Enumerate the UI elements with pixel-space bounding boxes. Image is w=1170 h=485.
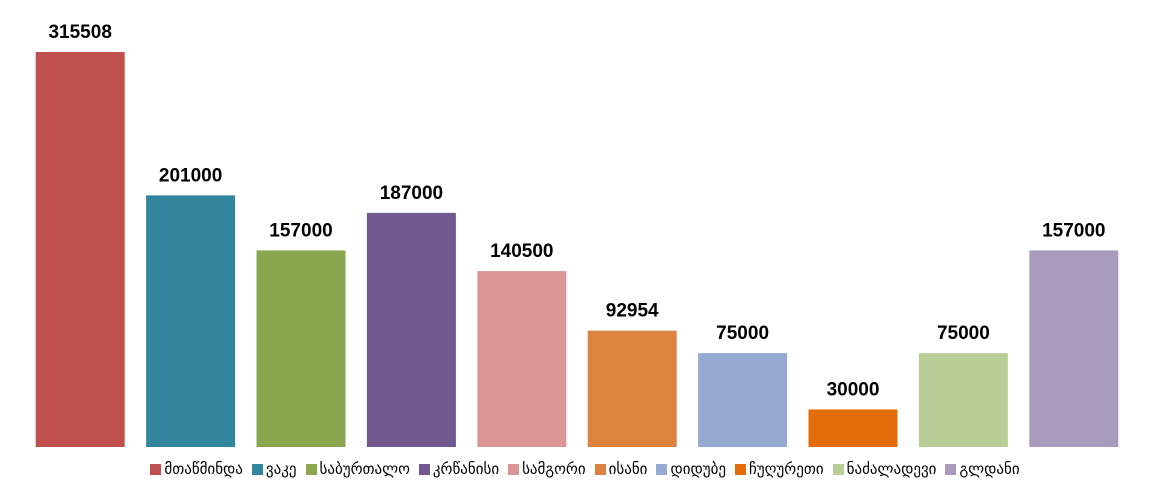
bar	[366, 212, 456, 447]
legend-item: კრწანისი	[418, 460, 500, 478]
legend-swatch	[734, 463, 746, 475]
legend-label: ვაკე	[265, 460, 297, 478]
bar	[698, 353, 788, 447]
legend-label: საბურთალო	[319, 460, 410, 478]
legend-swatch	[832, 463, 844, 475]
value-label: 157000	[1042, 220, 1105, 241]
bar	[808, 409, 898, 447]
legend-label: კრწანისი	[432, 460, 500, 478]
bar	[1029, 250, 1119, 447]
value-label: 30000	[827, 379, 880, 400]
legend-swatch	[251, 463, 263, 475]
legend-swatch	[305, 463, 317, 475]
legend-item: ჩუღურეთი	[734, 460, 824, 478]
value-label: 187000	[380, 183, 443, 204]
legend-item: გლდანი	[945, 460, 1020, 478]
legend-swatch	[656, 463, 668, 475]
legend-item: დიდუბე	[656, 460, 726, 478]
legend-label: მთაწმინდა	[164, 460, 243, 478]
legend-item: სამგორი	[508, 460, 586, 478]
legend-swatch	[945, 463, 957, 475]
legend: მთაწმინდა ვაკე საბურთალო კრწანისი სამგორი ისა…	[0, 460, 1170, 478]
bar	[587, 330, 677, 447]
legend-label: ნაძალადევი	[846, 460, 937, 478]
legend-item: მთაწმინდა	[150, 460, 243, 478]
value-label: 75000	[937, 323, 990, 344]
value-label: 75000	[716, 323, 769, 344]
legend-item: საბურთალო	[305, 460, 410, 478]
legend-label: გლდანი	[959, 460, 1020, 478]
value-label: 140500	[490, 241, 553, 262]
chart: 315508 201000 157000 187000 140500 92954 75000…	[35, 22, 1119, 447]
legend-item: ისანი	[594, 460, 648, 478]
value-label: 157000	[269, 220, 332, 241]
bar	[256, 250, 346, 447]
value-label: 315508	[48, 22, 111, 43]
bar	[35, 52, 125, 447]
legend-label: ჩუღურეთი	[748, 460, 824, 478]
legend-label: დიდუბე	[670, 460, 726, 478]
legend-label: ისანი	[608, 460, 648, 478]
legend-swatch	[150, 463, 162, 475]
bar	[146, 195, 236, 447]
legend-item: ვაკე	[251, 460, 297, 478]
legend-item: ნაძალადევი	[832, 460, 937, 478]
value-label: 92954	[606, 301, 659, 322]
legend-label: სამგორი	[522, 460, 586, 478]
legend-swatch	[594, 463, 606, 475]
bar	[477, 271, 567, 447]
legend-swatch	[508, 463, 520, 475]
legend-swatch	[418, 463, 430, 475]
value-label: 201000	[159, 165, 222, 186]
bar	[918, 353, 1008, 447]
